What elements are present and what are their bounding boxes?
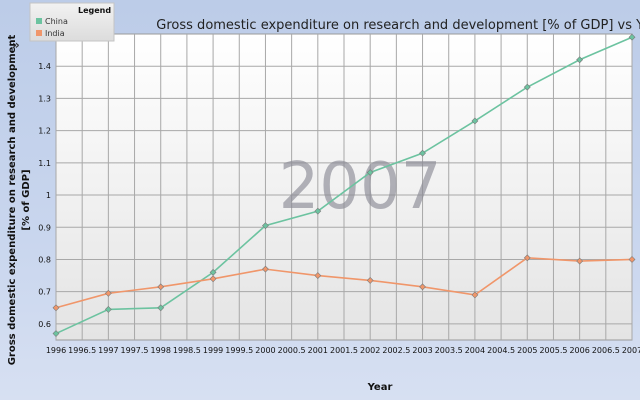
legend-swatch-india <box>36 30 42 36</box>
data-point-india[interactable] <box>262 265 269 273</box>
x-tick-label: 2001 <box>308 346 328 355</box>
legend-label-india: India <box>45 29 65 38</box>
data-point-china[interactable] <box>471 117 479 125</box>
data-point-china[interactable] <box>52 330 60 337</box>
data-point-india[interactable] <box>314 272 322 280</box>
data-point-china[interactable] <box>314 207 322 215</box>
x-tick-label: 2005 <box>517 346 537 355</box>
y-tick-label: 1.4 <box>38 62 51 71</box>
data-point-india[interactable] <box>628 256 636 263</box>
legend-label-china: China <box>45 17 68 26</box>
legend-box <box>29 2 115 42</box>
x-tick-labels: 1996 1996.5 1997 1997.5 1998 1998.5 1999 1999.5… <box>46 346 640 355</box>
y-tick-label: 0.8 <box>38 255 51 264</box>
x-axis-title: Year <box>367 382 393 393</box>
x-tick-label: 2004 <box>465 346 485 355</box>
y-tick-labels: 0.6 0.7 0.8 0.9 1 1.1 1.2 1.3 1.4 <box>38 62 51 329</box>
data-point-china[interactable] <box>523 83 531 91</box>
y-tick-label: 1.2 <box>38 127 51 136</box>
x-tick-label: 2003 <box>412 346 432 355</box>
y-tick-label: 1 <box>46 191 51 200</box>
data-point-india[interactable] <box>419 283 426 291</box>
x-tick-label: 2004.5 <box>487 346 515 355</box>
y-tick-label: 0.6 <box>38 320 51 329</box>
data-point-india[interactable] <box>104 289 112 297</box>
x-tick-label: 1998.5 <box>173 346 201 355</box>
data-point-china[interactable] <box>157 304 165 312</box>
data-point-china[interactable] <box>262 222 269 230</box>
legend-title: Legend <box>78 6 111 15</box>
y-tick-label: 1.3 <box>38 94 51 103</box>
x-tick-label: 1999 <box>203 346 223 355</box>
data-point-china[interactable] <box>576 56 584 64</box>
legend-swatch-china <box>36 18 42 24</box>
x-tick-label: 2006.5 <box>592 346 620 355</box>
x-tick-label: 2006 <box>569 346 589 355</box>
y-axis-title-line1: Gross domestic expenditure on research a… <box>7 34 18 365</box>
data-point-india[interactable] <box>157 283 165 291</box>
x-tick-label: 2005.5 <box>539 346 567 355</box>
x-tick-label: 1996.5 <box>68 346 96 355</box>
x-tick-label: 1997 <box>98 346 118 355</box>
y-tick-label: 1.1 <box>38 159 51 168</box>
x-tick-label: 1997.5 <box>121 346 149 355</box>
data-point-india[interactable] <box>471 291 479 299</box>
y-axis-title-line2: [% of GDP] <box>21 169 32 230</box>
year-watermark: 2007 <box>279 150 442 224</box>
x-tick-label: 2001.5 <box>330 346 358 355</box>
data-point-china[interactable] <box>628 33 636 41</box>
x-tick-label: 2002.5 <box>382 346 410 355</box>
data-point-india[interactable] <box>576 257 584 265</box>
x-tick-label: 2003.5 <box>435 346 463 355</box>
series-line-china <box>55 36 633 335</box>
y-tick-label: 0.9 <box>38 223 51 232</box>
data-point-india[interactable] <box>209 275 217 283</box>
x-tick-label: 2007 <box>622 346 640 355</box>
x-tick-label: 2002 <box>360 346 380 355</box>
series-line-india <box>55 257 633 309</box>
chart-title: Gross domestic expenditure on research a… <box>156 18 640 33</box>
legend: Legend China India <box>29 2 115 42</box>
collapse-toggle-icon[interactable]: » <box>12 38 20 52</box>
data-point-china[interactable] <box>419 149 426 157</box>
data-point-india[interactable] <box>52 304 60 312</box>
x-tick-label: 1996 <box>46 346 66 355</box>
y-tick-label: 0.7 <box>38 288 51 297</box>
data-point-china[interactable] <box>104 305 112 313</box>
data-point-china[interactable] <box>366 169 374 176</box>
x-tick-label: 1999.5 <box>225 346 253 355</box>
series-layer <box>52 33 636 337</box>
data-point-india[interactable] <box>366 276 374 284</box>
data-point-india[interactable] <box>523 254 531 262</box>
x-tick-label: 2000 <box>255 346 275 355</box>
x-tick-label: 1998 <box>151 346 171 355</box>
x-tick-label: 2000.5 <box>278 346 306 355</box>
data-point-china[interactable] <box>209 268 217 276</box>
